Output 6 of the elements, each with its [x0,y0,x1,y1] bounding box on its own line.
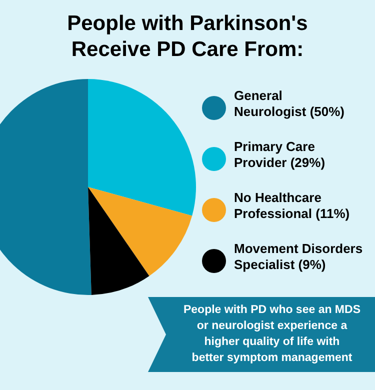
chart-title: People with Parkinson's Receive PD Care From: [67,12,308,61]
text: People with PD who see an MDS or neurologist experience a higher quality of life with better symptom management [183,304,361,364]
legend-label: Primary Care Provider (29%) [234,139,326,170]
legend-label: Movement Disorders Specialist (9%) [234,241,363,272]
legend-label: No Healthcare Professional (11%) [234,190,350,221]
legend-label: General Neurologist (50%) [234,88,345,119]
